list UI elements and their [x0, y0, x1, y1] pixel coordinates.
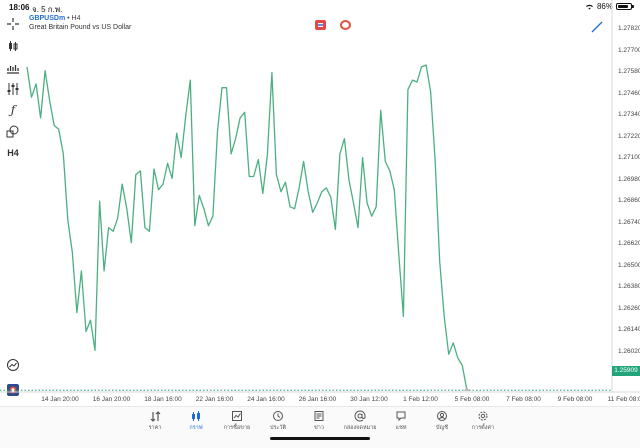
- time-tick-label: 24 Jan 16:00: [247, 396, 285, 403]
- time-tick-label: 5 Feb 08:00: [454, 396, 490, 403]
- tab-label: ข่าว: [314, 425, 324, 431]
- time-axis: 14 Jan 20:00 16 Jan 20:00 18 Jan 16:00 22 J…: [0, 392, 640, 406]
- time-tick-label: 9 Feb 08:00: [557, 396, 593, 403]
- home-indicator: [270, 437, 370, 440]
- price-tick-label: 1.26620: [618, 240, 640, 247]
- time-tick-label: 11 Feb 08:00: [607, 396, 640, 403]
- trade-icon: [232, 411, 242, 421]
- candlestick-icon[interactable]: [5, 38, 21, 54]
- symbol-description: Great Britain Pound vs US Dollar: [29, 24, 132, 31]
- time-tick-label: 7 Feb 08:00: [506, 396, 541, 403]
- tab-settings[interactable]: การตั้งค่า: [463, 410, 503, 432]
- time-tick-label: 14 Jan 20:00: [41, 396, 79, 403]
- price-tick-label: 1.26020: [618, 347, 640, 355]
- price-tick-label: 1.27460: [618, 89, 640, 97]
- status-bar: 18:06 จ. 5 ก.พ. 86%: [0, 0, 640, 14]
- tab-label: กล่องจดหมาย: [343, 425, 377, 431]
- chart-header: GBPUSDm • H4 Great Britain Pound vs US D…: [29, 15, 132, 31]
- tab-news[interactable]: ข่าว: [299, 410, 339, 432]
- chart-icon: [192, 411, 200, 421]
- news-icon: [314, 411, 324, 421]
- tab-label: การตั้งค่า: [471, 425, 495, 431]
- price-tick-label: 1.26740: [618, 218, 640, 226]
- signal-icon[interactable]: [340, 20, 351, 30]
- objects-icon[interactable]: [5, 123, 21, 139]
- price-tick-label: 1.26980: [618, 175, 640, 183]
- price-tick-label: 1.26860: [618, 197, 640, 204]
- timeframe: H4: [71, 15, 81, 22]
- account-icon: [437, 411, 447, 421]
- chat-icon: [396, 411, 406, 422]
- tab-mailbox[interactable]: กล่องจดหมาย: [340, 410, 380, 432]
- battery-percent: 86%: [596, 2, 613, 11]
- time-tick-label: 1 Feb 12:00: [403, 396, 438, 403]
- tab-trade[interactable]: การซื้อขาย: [217, 410, 257, 432]
- clock: 18:06: [9, 3, 30, 12]
- price-tick-label: 1.27220: [618, 132, 640, 140]
- price-tick-label: 1.27820: [618, 25, 640, 32]
- tab-label: แชท: [395, 425, 407, 431]
- crosshair-icon[interactable]: [5, 16, 21, 32]
- tab-account[interactable]: บัญชี: [422, 410, 462, 432]
- function-icon[interactable]: ƒ: [10, 103, 16, 117]
- price-tick-label: 1.27580: [618, 68, 640, 75]
- time-tick-label: 18 Jan 16:00: [144, 396, 182, 403]
- settings-sliders-icon[interactable]: [5, 81, 21, 97]
- settings-icon: [478, 411, 488, 421]
- chart-toolbar: ƒ H4: [0, 14, 26, 406]
- header-actions: [315, 20, 351, 30]
- indicators-icon[interactable]: [5, 60, 21, 76]
- status-icons: 86%: [585, 2, 634, 11]
- price-tick-label: 1.26260: [618, 304, 640, 312]
- price-tick-label: 1.26500: [618, 261, 640, 269]
- date: จ. 5 ก.พ.: [32, 5, 63, 14]
- trendline-tool-icon[interactable]: [590, 20, 604, 34]
- history-icon: [273, 411, 283, 421]
- tab-chart[interactable]: กราฟ: [176, 410, 216, 432]
- tab-label: ประวัติ: [269, 425, 287, 431]
- tab-label: บัญชี: [436, 425, 448, 431]
- time-tick-label: 26 Jan 16:00: [298, 396, 337, 403]
- tab-chat[interactable]: แชท: [381, 410, 421, 432]
- quotes-icon: [150, 411, 161, 422]
- time-tick-label: 30 Jan 12:00: [350, 396, 388, 403]
- tab-label: กราฟ: [189, 425, 203, 431]
- current-price-tag: 1.25909: [612, 366, 640, 376]
- price-tick-label: 1.26380: [618, 283, 640, 290]
- battery-icon: [616, 3, 634, 10]
- timeframe-label[interactable]: H4: [7, 148, 19, 158]
- tab-label: การซื้อขาย: [223, 425, 251, 431]
- price-tick-label: 1.27340: [618, 111, 640, 118]
- price-tick-label: 1.26140: [618, 326, 640, 333]
- one-click-trading-icon[interactable]: [315, 20, 326, 30]
- mailbox-icon: [354, 410, 366, 422]
- price-axis: 1.27820 1.27700 1.27580 1.27460 1.27340 1.272…: [612, 0, 640, 406]
- price-chart[interactable]: [0, 0, 640, 406]
- price-series-line: [26, 64, 468, 391]
- tab-quotes[interactable]: ราคา: [135, 410, 175, 432]
- price-tick-label: 1.27700: [618, 46, 640, 54]
- symbol-name[interactable]: GBPUSDm: [29, 15, 66, 22]
- wifi-icon: [585, 4, 593, 10]
- time-tick-label: 16 Jan 20:00: [92, 396, 131, 403]
- price-tick-label: 1.27100: [618, 154, 640, 161]
- trade-panel-icon[interactable]: [5, 357, 21, 373]
- tab-label: ราคา: [148, 425, 162, 431]
- period-separator-marker: [463, 387, 470, 391]
- tab-history[interactable]: ประวัติ: [258, 410, 298, 432]
- bottom-navigation: ราคา กราฟ การซื้อขาย ประวัติ ข่าว กล่องจดหมาย…: [0, 406, 640, 448]
- time-tick-label: 22 Jan 16:00: [195, 396, 234, 403]
